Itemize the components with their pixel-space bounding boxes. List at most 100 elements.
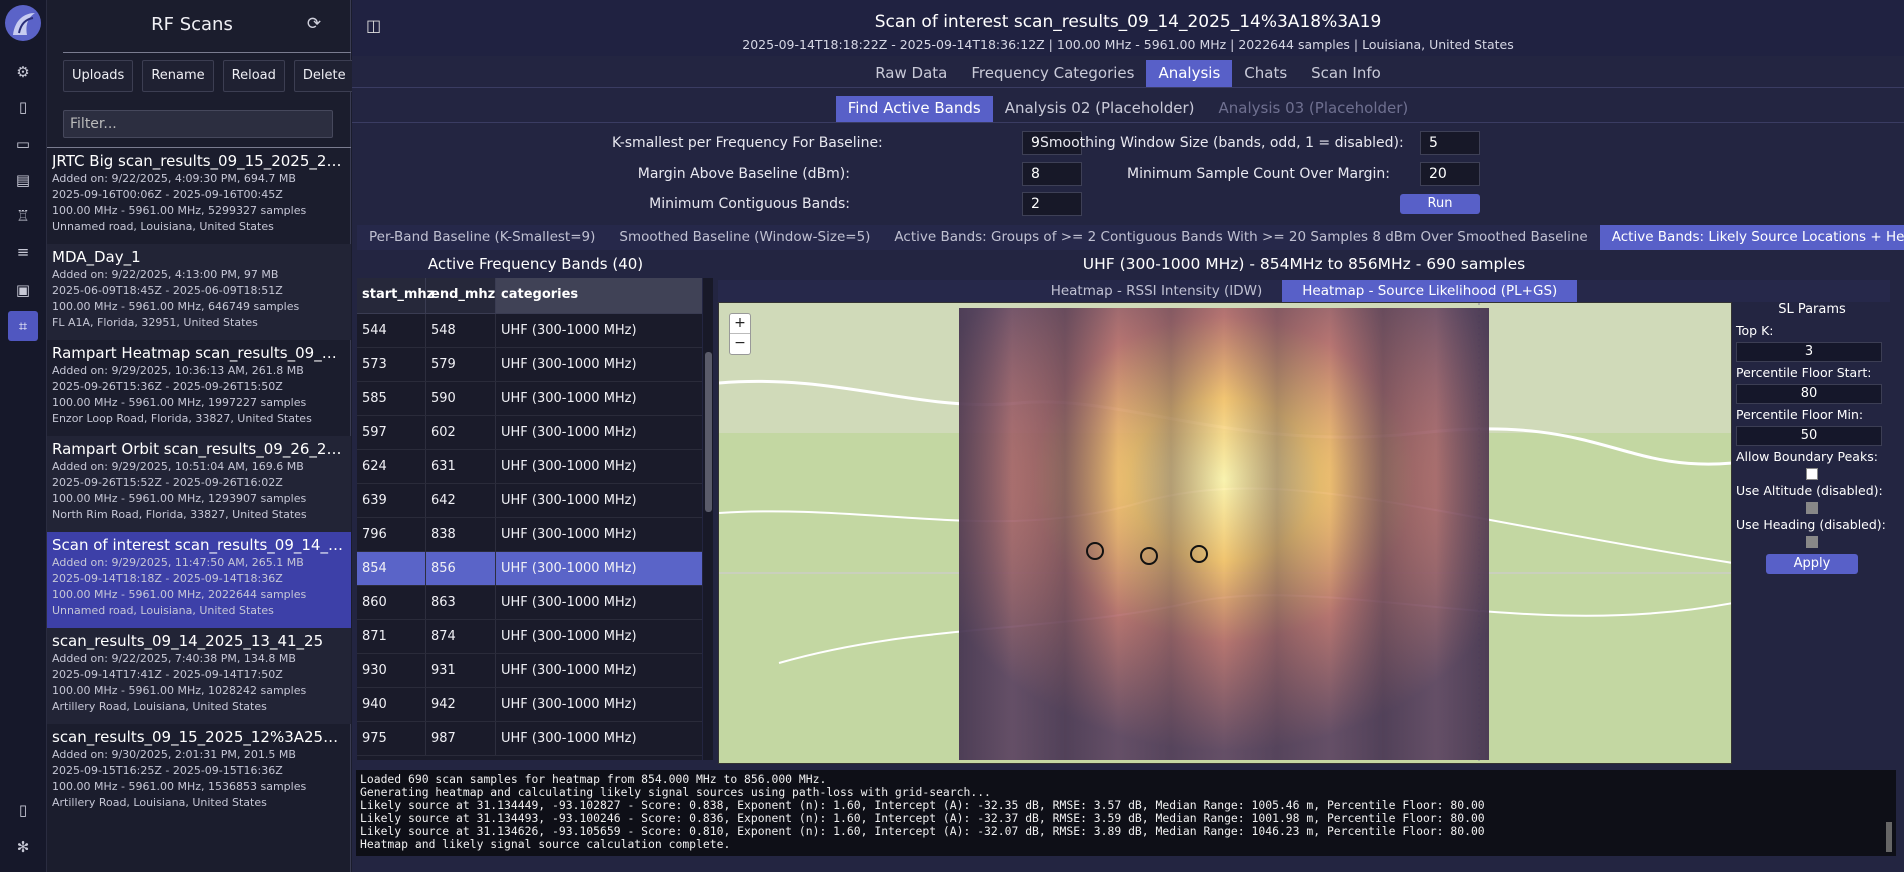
- scan-meta-loc: FL A1A, Florida, 32951, United States: [52, 316, 258, 329]
- tab-chats[interactable]: Chats: [1244, 64, 1288, 82]
- table-cell: 930: [357, 654, 426, 687]
- tab-per-band-baseline[interactable]: Per-Band Baseline (K-Smallest=9): [369, 229, 596, 245]
- app-logo-icon[interactable]: [5, 5, 41, 41]
- scrollbar-thumb[interactable]: [705, 352, 712, 512]
- table-cell: 838: [426, 518, 496, 551]
- boundary-peaks-checkbox[interactable]: [1806, 468, 1818, 480]
- column-header[interactable]: start_mhz: [357, 278, 434, 313]
- map-canvas: [719, 303, 1731, 763]
- rename-button[interactable]: Rename: [142, 60, 214, 92]
- table-cell: UHF (300-1000 MHz): [501, 697, 637, 712]
- k-smallest-input[interactable]: 9: [1022, 131, 1082, 155]
- refresh-icon[interactable]: ⟳: [306, 14, 322, 34]
- column-header[interactable]: categories: [496, 278, 702, 313]
- zoom-out-button[interactable]: −: [734, 335, 746, 351]
- margin-label: Margin Above Baseline (dBm):: [637, 166, 850, 182]
- settings-icon[interactable]: ✻: [16, 838, 30, 856]
- use-heading-label: Use Heading (disabled):: [1736, 517, 1886, 532]
- topk-input[interactable]: 3: [1736, 342, 1882, 362]
- scan-list-item[interactable]: Rampart Heatmap scan_results_09_26_… Adde…: [47, 340, 351, 436]
- percentile-floor-min-label: Percentile Floor Min:: [1736, 407, 1864, 422]
- table-row[interactable]: 585 590 UHF (300-1000 MHz): [357, 382, 702, 416]
- column-header[interactable]: end_mhz: [426, 278, 496, 313]
- apply-button[interactable]: Apply: [1766, 554, 1858, 574]
- table-row[interactable]: 860 863 UHF (300-1000 MHz): [357, 586, 702, 620]
- table-row[interactable]: 573 579 UHF (300-1000 MHz): [357, 348, 702, 382]
- scan-meta-added: Added on: 9/22/2025, 7:40:38 PM, 134.8 M…: [52, 652, 296, 665]
- source-marker[interactable]: [1140, 547, 1158, 565]
- scan-list-item[interactable]: Rampart Orbit scan_results_09_26_202… Add…: [47, 436, 351, 532]
- tab-analysis[interactable]: Analysis: [1146, 60, 1233, 87]
- table-row[interactable]: 624 631 UHF (300-1000 MHz): [357, 450, 702, 484]
- filter-input[interactable]: Filter...: [63, 110, 333, 138]
- database-icon[interactable]: ≡: [16, 243, 30, 261]
- scan-meta-range: 2025-09-15T16:25Z - 2025-09-15T16:36Z: [52, 764, 283, 777]
- document-icon[interactable]: ▤: [15, 171, 31, 189]
- scan-list-item[interactable]: JRTC Big scan_results_09_15_2025_20_… Add…: [47, 148, 351, 244]
- topk-label: Top K:: [1736, 323, 1774, 338]
- table-row[interactable]: 796 838 UHF (300-1000 MHz): [357, 518, 702, 552]
- scan-list-item[interactable]: scan_results_09_14_2025_13_41_25 Added on…: [47, 628, 351, 724]
- table-row[interactable]: 639 642 UHF (300-1000 MHz): [357, 484, 702, 518]
- tab-analysis-02[interactable]: Analysis 02 (Placeholder): [1004, 99, 1195, 117]
- table-row[interactable]: 871 874 UHF (300-1000 MHz): [357, 620, 702, 654]
- table-cell: 585: [357, 382, 426, 415]
- table-scrollbar[interactable]: [703, 278, 713, 760]
- table-cell: UHF (300-1000 MHz): [501, 459, 637, 474]
- percentile-floor-min-input[interactable]: 50: [1736, 426, 1882, 446]
- percentile-floor-start-input[interactable]: 80: [1736, 384, 1882, 404]
- run-button[interactable]: Run: [1400, 194, 1480, 214]
- delete-button[interactable]: Delete: [293, 60, 355, 92]
- smoothing-input[interactable]: 5: [1420, 131, 1480, 155]
- analysis-tabs: Find Active Bands Analysis 02 (Placehold…: [352, 96, 1904, 123]
- source-marker[interactable]: [1086, 542, 1104, 560]
- reload-button[interactable]: Reload: [222, 60, 285, 92]
- sl-params-panel: SL Params Top K: 3 Percentile Floor Star…: [1734, 302, 1890, 764]
- tab-frequency-categories[interactable]: Frequency Categories: [971, 64, 1135, 82]
- scan-list-item[interactable]: Scan of interest scan_results_09_14_20… A…: [47, 532, 351, 628]
- tab-smoothed-baseline[interactable]: Smoothed Baseline (Window-Size=5): [619, 229, 871, 245]
- table-cell: UHF (300-1000 MHz): [501, 391, 637, 406]
- table-row[interactable]: 940 942 UHF (300-1000 MHz): [357, 688, 702, 722]
- tab-active-bands-heatmaps[interactable]: Active Bands: Likely Source Locations + …: [1599, 225, 1904, 250]
- scan-list-item[interactable]: scan_results_09_15_2025_12%3A25%3… Added …: [47, 724, 351, 820]
- book-icon[interactable]: ▯: [18, 98, 28, 116]
- table-cell: UHF (300-1000 MHz): [501, 629, 637, 644]
- log-line: Likely source at 31.134449, -93.102827 -…: [360, 798, 1485, 812]
- drone-icon[interactable]: ⚙: [16, 63, 30, 81]
- sample-count-input[interactable]: 20: [1420, 162, 1480, 186]
- contiguous-input[interactable]: 2: [1022, 192, 1082, 216]
- table-cell: 573: [357, 348, 426, 381]
- tab-analysis-03: Analysis 03 (Placeholder): [1218, 99, 1409, 117]
- tab-raw-data[interactable]: Raw Data: [875, 64, 948, 82]
- tab-rssi-intensity[interactable]: Heatmap - RSSI Intensity (IDW): [1050, 283, 1263, 299]
- log-scrollbar[interactable]: [1886, 822, 1892, 852]
- chat-icon[interactable]: ▭: [15, 135, 31, 153]
- tab-active-bands-groups[interactable]: Active Bands: Groups of >= 2 Contiguous …: [894, 229, 1588, 245]
- uploads-button[interactable]: Uploads: [63, 60, 134, 92]
- sidebar-toggle-icon[interactable]: ◫: [366, 16, 382, 35]
- scan-list-item[interactable]: MDA_Day_1 Added on: 9/22/2025, 4:13:00 PM…: [47, 244, 351, 340]
- table-cell: 631: [426, 450, 496, 483]
- rf-scans-icon[interactable]: ⌗: [8, 311, 38, 341]
- messages-icon[interactable]: ▣: [15, 281, 31, 299]
- margin-input[interactable]: 8: [1022, 162, 1082, 186]
- zoom-in-button[interactable]: +: [730, 314, 750, 334]
- table-row[interactable]: 597 602 UHF (300-1000 MHz): [357, 416, 702, 450]
- scan-name: JRTC Big scan_results_09_15_2025_20_…: [52, 152, 346, 170]
- scan-meta-freq: 100.00 MHz - 5961.00 MHz, 646749 samples: [52, 300, 300, 313]
- table-row[interactable]: 854 856 UHF (300-1000 MHz): [357, 552, 702, 586]
- heatmap-map[interactable]: + −: [718, 302, 1732, 764]
- tab-source-likelihood[interactable]: Heatmap - Source Likelihood (PL+GS): [1282, 280, 1578, 302]
- table-row[interactable]: 975 987 UHF (300-1000 MHz): [357, 722, 702, 756]
- source-marker[interactable]: [1190, 545, 1208, 563]
- table-row[interactable]: 930 931 UHF (300-1000 MHz): [357, 654, 702, 688]
- tab-scan-info[interactable]: Scan Info: [1311, 64, 1381, 82]
- tab-find-active-bands[interactable]: Find Active Bands: [835, 96, 993, 122]
- scan-meta-loc: Artillery Road, Louisiana, United States: [52, 796, 267, 809]
- trophy-icon[interactable]: ♖: [16, 207, 30, 225]
- table-cell: UHF (300-1000 MHz): [501, 425, 637, 440]
- table-row[interactable]: 544 548 UHF (300-1000 MHz): [357, 314, 702, 348]
- table-cell: 642: [426, 484, 496, 517]
- notebook-icon[interactable]: ▯: [18, 801, 28, 819]
